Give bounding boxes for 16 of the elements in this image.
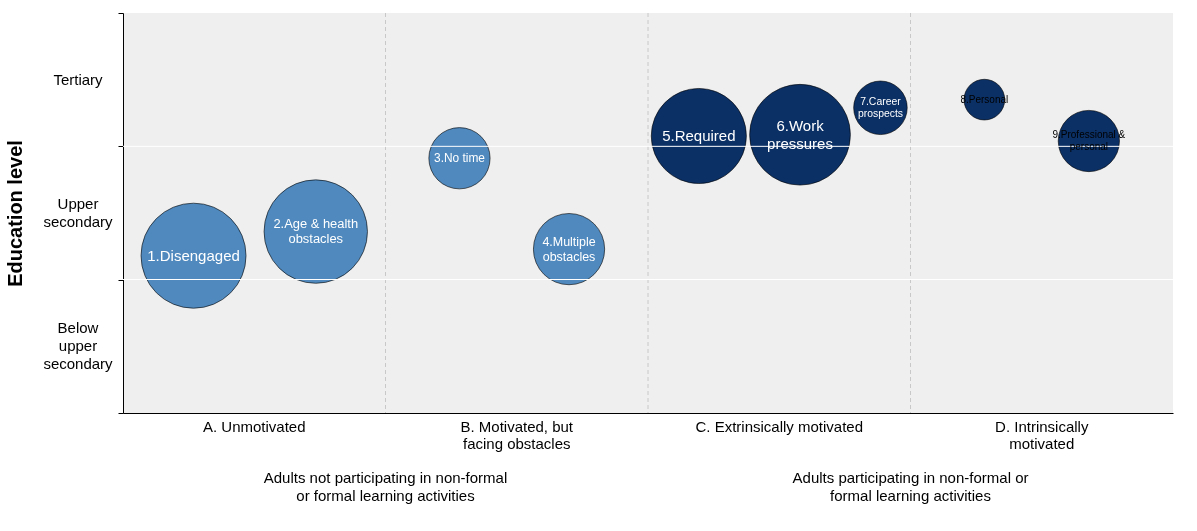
- x-tick-label: C. Extrinsically motivated: [695, 417, 864, 435]
- annotation: 2.Age & health obstacles: [273, 215, 359, 247]
- annotation: 4.Multiple obstacles: [542, 234, 596, 264]
- annotation: 5.Required: [662, 126, 736, 144]
- text: Adults not participating in non-formal or formal learning activities: [263, 469, 508, 504]
- text: Adults participating in non-formal or formal learning activities: [792, 469, 1029, 504]
- annotation: 3.No time: [434, 151, 486, 166]
- x-tick-label: D. Intrinsically motivated: [995, 417, 1089, 452]
- y-axis-title: Education level: [4, 140, 26, 287]
- x-tick-label: A. Unmotivated: [202, 417, 306, 435]
- text: Tertiary: [53, 70, 104, 88]
- text: Upper secondary: [43, 194, 114, 230]
- annotation: 7.Career prospects: [857, 95, 904, 120]
- annotation: 1.Disengaged: [147, 246, 240, 264]
- text: Below upper secondary: [43, 319, 114, 373]
- x-tick-label: B. Motivated, but facing obstacles: [460, 417, 574, 452]
